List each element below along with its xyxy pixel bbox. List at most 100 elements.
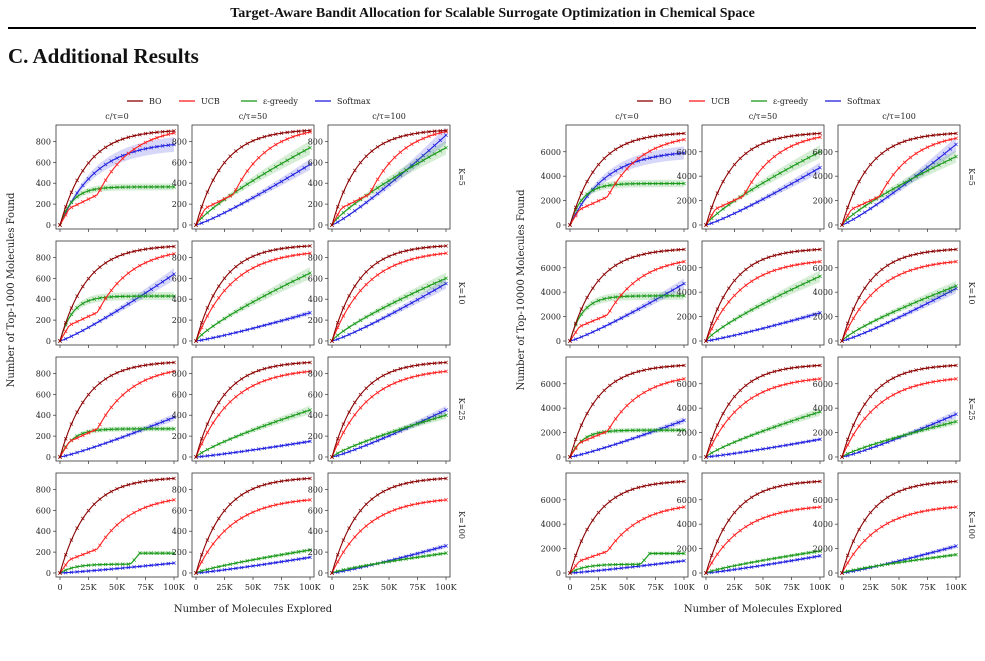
- series-marker: [415, 131, 420, 135]
- series-marker: [75, 305, 79, 310]
- x-tick-label: 75K: [137, 583, 154, 592]
- series-marker: [709, 553, 714, 558]
- series-marker: [132, 185, 136, 189]
- series-marker: [585, 295, 589, 300]
- series-marker: [942, 417, 947, 421]
- series-marker: [421, 362, 426, 367]
- series-marker: [579, 335, 584, 339]
- series-marker: [80, 284, 85, 289]
- series-marker: [302, 312, 307, 317]
- series-marker: [880, 499, 884, 504]
- series-marker: [676, 131, 681, 136]
- series-marker: [931, 298, 936, 303]
- series-marker: [234, 434, 238, 439]
- series-marker: [602, 297, 607, 301]
- y-tick-label: 6000: [541, 496, 561, 505]
- series-marker: [596, 278, 601, 283]
- series-marker: [925, 250, 930, 254]
- series-marker: [573, 437, 578, 442]
- series-marker: [279, 363, 284, 367]
- series-marker: [291, 371, 295, 376]
- series-marker: [749, 279, 754, 284]
- series-marker: [665, 263, 669, 268]
- series-marker: [302, 549, 307, 553]
- series-marker: [845, 553, 850, 558]
- series-marker: [291, 550, 295, 555]
- series-marker: [778, 266, 782, 271]
- series-marker: [676, 151, 681, 156]
- series-marker: [80, 433, 85, 438]
- series-marker: [608, 321, 612, 326]
- x-tick-label: 0: [703, 583, 708, 592]
- series-marker: [296, 361, 301, 366]
- series-marker: [415, 297, 420, 302]
- panel-0-2: [325, 124, 451, 232]
- series-marker: [302, 370, 307, 374]
- series-marker: [937, 295, 941, 300]
- series-marker: [302, 556, 307, 561]
- series-marker: [330, 223, 334, 227]
- series-marker: [818, 549, 822, 553]
- series-marker: [902, 160, 907, 165]
- y-tick-label: 4000: [541, 520, 561, 529]
- series-marker: [409, 556, 414, 560]
- series-marker: [857, 307, 861, 312]
- y-tick-label: 6000: [541, 380, 561, 389]
- series-marker: [172, 142, 176, 147]
- series-marker: [925, 381, 930, 385]
- series-marker: [942, 422, 947, 427]
- series-marker: [172, 251, 176, 256]
- series-marker: [670, 152, 675, 156]
- section-title: C. Additional Results: [8, 44, 199, 68]
- series-marker: [115, 523, 119, 527]
- series-marker: [919, 382, 924, 387]
- series-marker: [902, 433, 907, 437]
- series-marker: [381, 560, 386, 565]
- series-marker: [636, 394, 641, 399]
- series-marker: [143, 378, 148, 382]
- series-marker: [302, 360, 307, 365]
- series-marker: [732, 293, 737, 298]
- series-marker: [670, 181, 675, 186]
- series-marker: [239, 260, 244, 265]
- series-marker: [335, 552, 340, 557]
- series-marker: [137, 364, 142, 368]
- series-marker: [761, 390, 765, 394]
- series-marker: [251, 178, 255, 183]
- series-marker: [143, 291, 148, 295]
- series-marker: [256, 252, 261, 256]
- series-marker: [370, 321, 374, 326]
- series-marker: [115, 370, 119, 375]
- series-marker: [245, 198, 250, 203]
- series-marker: [608, 309, 612, 313]
- series-marker: [874, 326, 879, 330]
- series-marker: [92, 187, 97, 192]
- series-marker: [279, 552, 284, 557]
- series-marker: [925, 301, 930, 306]
- series-marker: [630, 371, 635, 376]
- series-marker: [149, 287, 154, 292]
- series-marker: [642, 432, 646, 437]
- series-marker: [682, 293, 686, 298]
- series-marker: [845, 321, 850, 326]
- series-marker: [273, 560, 278, 565]
- column-title: c/τ=100: [882, 112, 916, 121]
- series-marker: [851, 212, 856, 217]
- series-marker: [352, 412, 357, 417]
- series-marker: [392, 381, 397, 385]
- series-marker: [891, 318, 896, 322]
- series-marker: [908, 558, 913, 563]
- series-marker: [721, 203, 725, 208]
- series-marker: [172, 294, 176, 298]
- series-marker: [291, 253, 295, 258]
- series-marker: [291, 172, 295, 177]
- series-marker: [126, 565, 131, 570]
- series-marker: [653, 385, 658, 389]
- series-marker: [63, 445, 68, 450]
- series-marker: [415, 139, 420, 143]
- series-marker: [755, 376, 760, 380]
- series-marker: [172, 272, 176, 277]
- series-marker: [285, 551, 290, 556]
- series-marker: [444, 133, 448, 138]
- series-marker: [801, 440, 805, 445]
